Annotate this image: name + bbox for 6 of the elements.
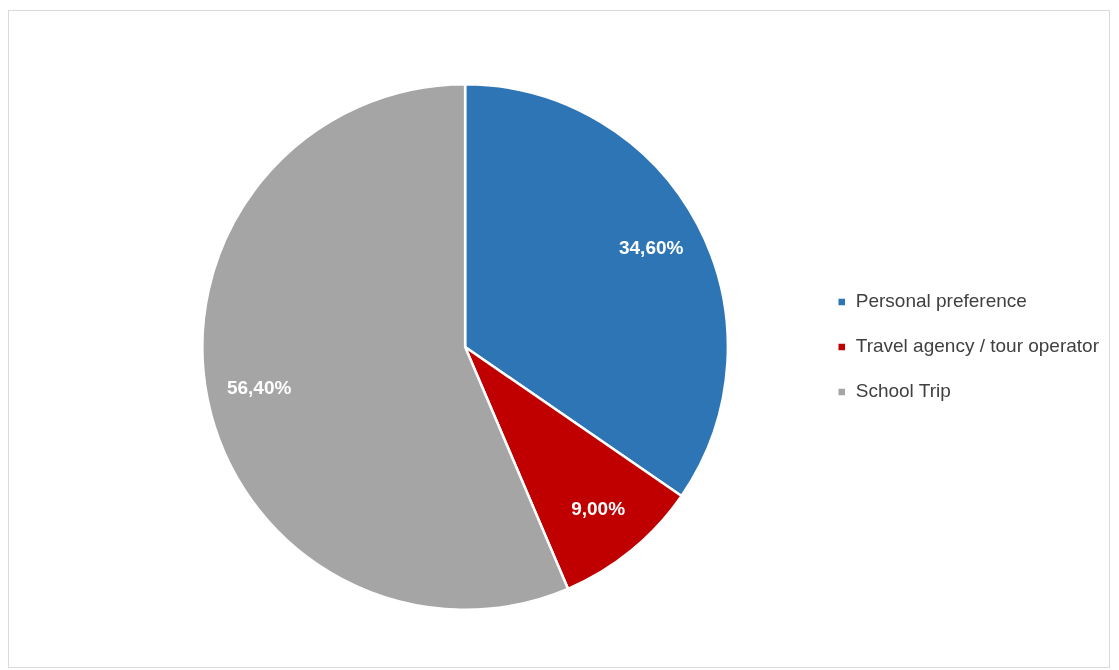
legend-label: Personal preference (855, 290, 1027, 312)
legend-label: Travel agency / tour operator (855, 335, 1100, 357)
data-label: 34,60% (618, 237, 684, 259)
data-label: 9,00% (571, 498, 626, 520)
legend-label: School Trip (855, 380, 951, 402)
data-label: 56,40% (226, 377, 292, 399)
